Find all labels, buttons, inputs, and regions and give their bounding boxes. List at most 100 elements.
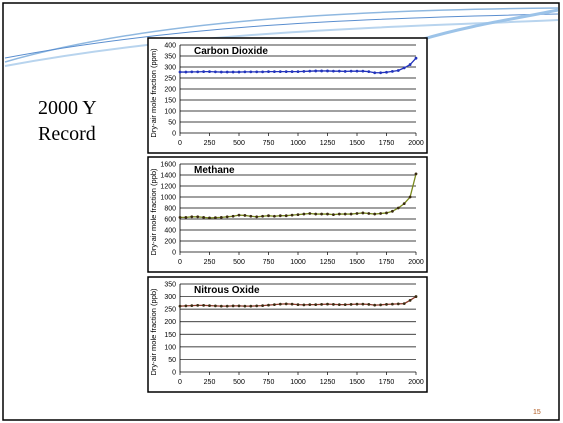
data-point [255, 70, 259, 74]
y-tick-label: 1200 [160, 184, 176, 191]
data-point [361, 302, 365, 306]
data-point [320, 212, 323, 216]
y-tick-label: 100 [164, 344, 176, 351]
y-tick-label: 600 [164, 217, 176, 224]
data-point [267, 214, 270, 218]
data-point [320, 302, 323, 306]
y-tick-label: 200 [164, 87, 176, 94]
chart-title: Carbon Dioxide [194, 46, 268, 57]
y-tick-label: 0 [172, 131, 176, 138]
data-point [379, 303, 382, 307]
data-point [367, 212, 371, 215]
y-tick-label: 150 [164, 98, 176, 105]
data-point [202, 215, 206, 219]
data-point [302, 303, 306, 307]
data-point [202, 70, 206, 74]
data-point [332, 69, 335, 73]
data-point [355, 69, 359, 73]
data-point [284, 302, 288, 306]
data-point [391, 302, 394, 306]
slide-title: Record [38, 123, 96, 145]
data-point [190, 304, 194, 308]
data-point [290, 302, 294, 306]
x-tick-label: 0 [178, 140, 182, 147]
data-point [243, 304, 247, 308]
x-tick-label: 500 [233, 259, 245, 266]
data-point [343, 212, 347, 216]
data-point [337, 303, 341, 307]
data-point [343, 303, 347, 307]
data-point [261, 304, 264, 308]
y-tick-label: 400 [164, 43, 176, 50]
data-point [355, 302, 359, 306]
y-axis-label: Dry-air mole fraction (ppb) [149, 288, 158, 376]
data-point [225, 215, 229, 219]
data-point [402, 202, 406, 206]
data-point [296, 303, 300, 307]
data-point [219, 70, 223, 74]
x-tick-label: 0 [178, 379, 182, 386]
data-point [361, 211, 365, 215]
x-tick-label: 1500 [349, 379, 365, 386]
data-point [190, 215, 194, 219]
data-point [219, 215, 223, 219]
data-point [337, 212, 341, 216]
x-tick-label: 500 [233, 379, 245, 386]
data-point [231, 70, 235, 74]
x-tick-label: 250 [204, 140, 216, 147]
data-point [326, 302, 329, 306]
y-tick-label: 150 [164, 332, 176, 339]
y-tick-label: 200 [164, 319, 176, 326]
data-point [273, 70, 276, 74]
data-point [326, 69, 329, 73]
y-tick-label: 300 [164, 294, 176, 301]
data-point [314, 212, 318, 216]
data-point [261, 214, 264, 218]
x-tick-label: 0 [178, 259, 182, 266]
y-tick-label: 1000 [160, 195, 176, 202]
x-tick-label: 2000 [408, 379, 424, 386]
data-point [343, 70, 347, 73]
y-tick-label: 200 [164, 239, 176, 246]
data-point [414, 172, 418, 176]
chart-title: Nitrous Oxide [194, 285, 260, 296]
data-point [396, 302, 400, 306]
data-point [302, 70, 306, 73]
data-point [219, 304, 223, 308]
data-point [237, 70, 241, 74]
data-point [190, 70, 194, 74]
data-point [208, 304, 211, 308]
data-point [237, 213, 241, 217]
y-axis-label: Dry-air mole fraction (ppb) [149, 168, 158, 256]
data-point [184, 70, 188, 74]
y-tick-label: 100 [164, 109, 176, 116]
data-point [284, 70, 288, 74]
chart-frame [147, 37, 428, 154]
data-point [249, 214, 253, 218]
data-point [385, 70, 388, 74]
y-tick-label: 1600 [160, 162, 176, 169]
x-tick-label: 1750 [379, 379, 395, 386]
data-point [261, 70, 264, 74]
x-tick-label: 250 [204, 259, 216, 266]
data-point [267, 303, 270, 307]
data-point [278, 302, 282, 306]
data-point [225, 70, 229, 74]
data-point [314, 69, 318, 73]
data-point [349, 302, 353, 306]
data-point [231, 304, 235, 308]
data-point [408, 63, 412, 66]
data-point [178, 215, 182, 219]
data-point [208, 70, 211, 74]
page-number: 15 [533, 409, 541, 416]
data-point [255, 215, 259, 219]
x-tick-label: 750 [263, 379, 275, 386]
data-point [414, 56, 418, 60]
data-point [373, 303, 377, 307]
data-point [373, 212, 377, 216]
data-point [196, 303, 200, 307]
data-point [249, 70, 253, 74]
y-tick-label: 50 [168, 357, 176, 364]
data-point [320, 69, 323, 73]
